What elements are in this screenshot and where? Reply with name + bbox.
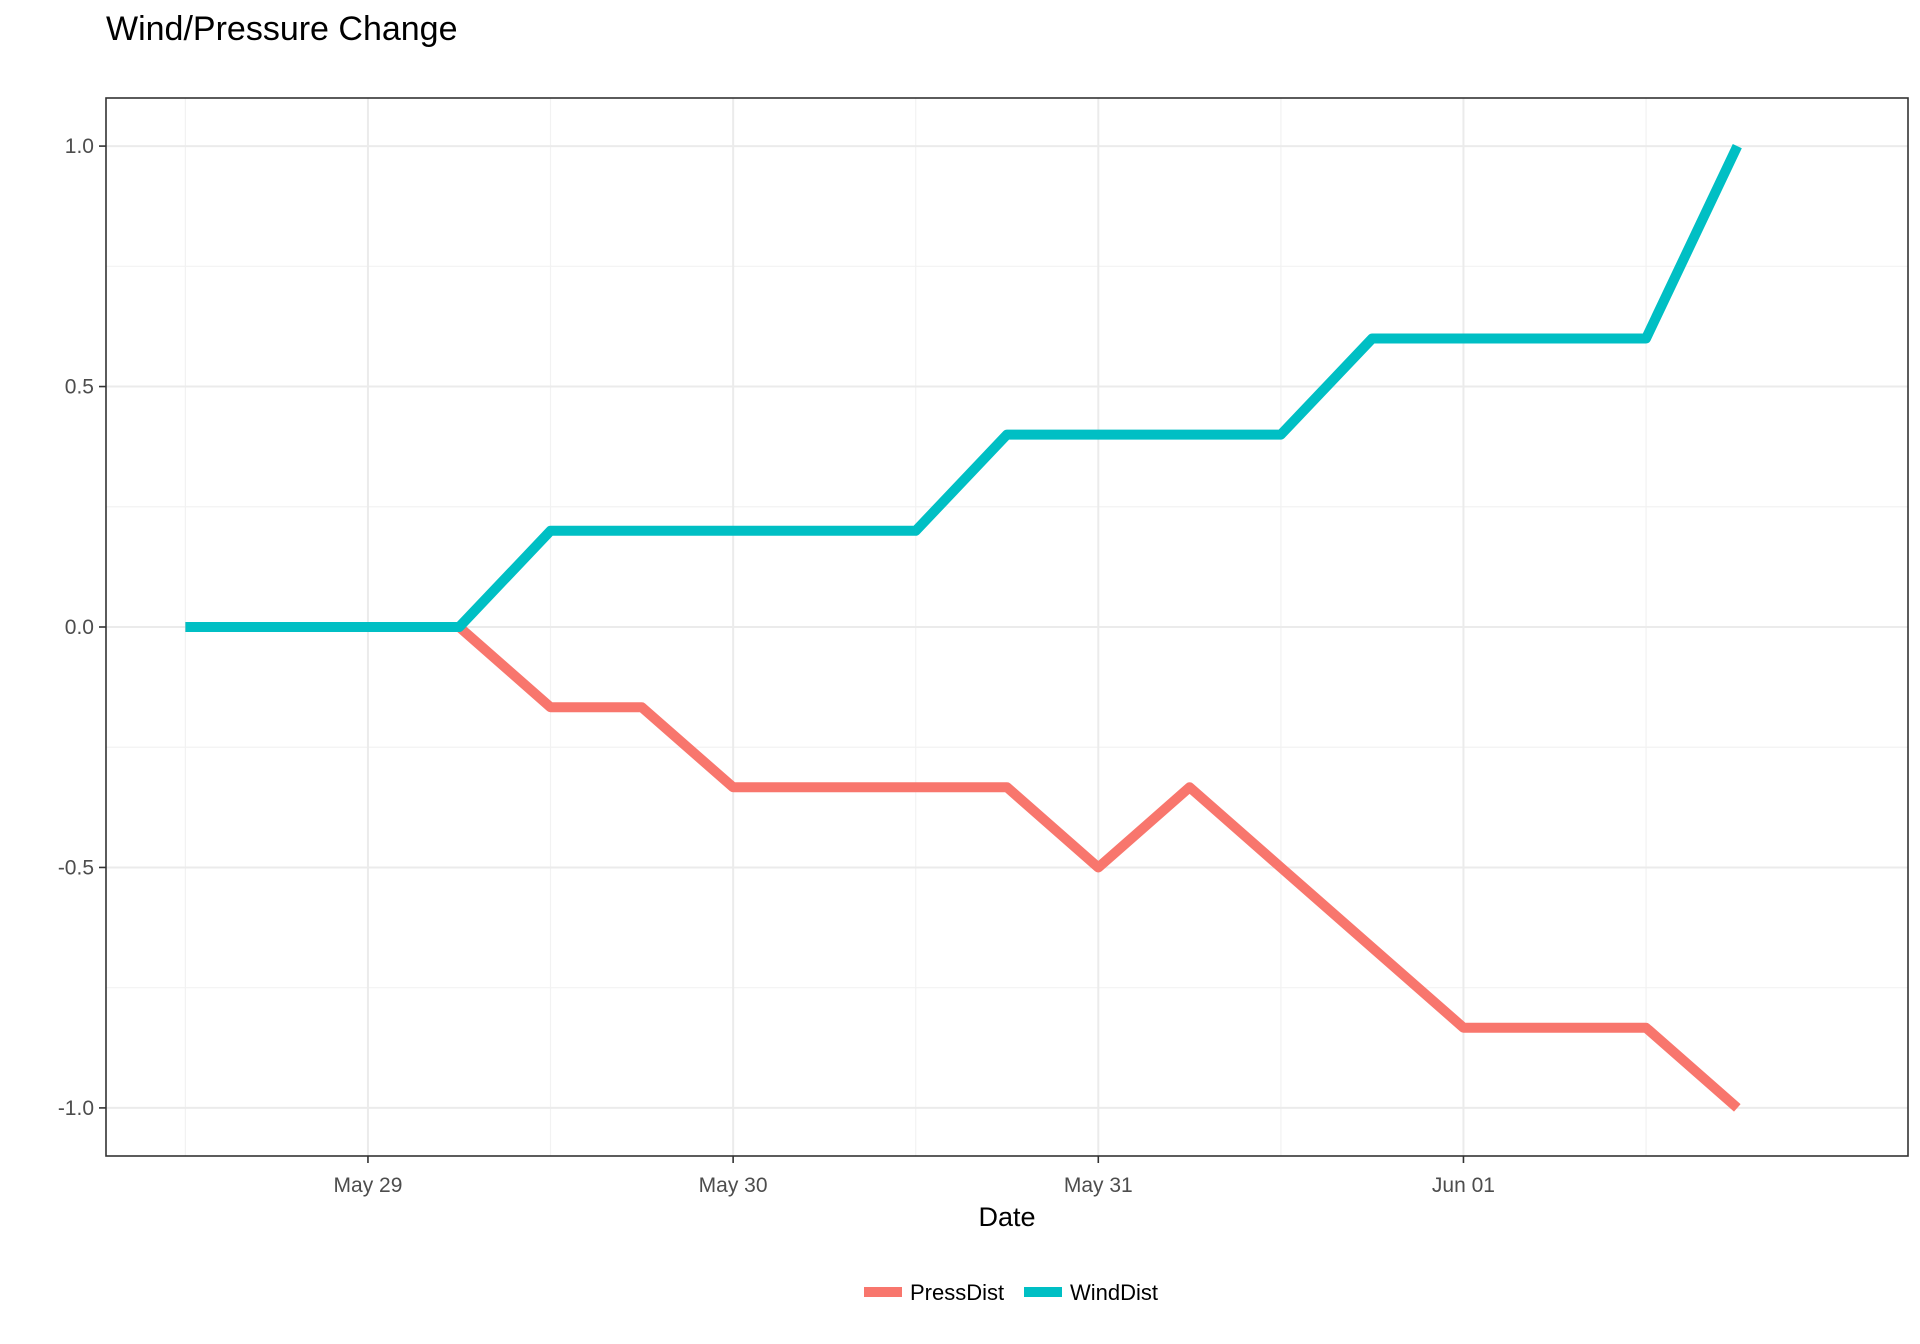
y-tick-label: 0.0 — [65, 616, 94, 639]
x-axis: May 29 May 30 May 31 Jun 01 — [334, 1156, 1495, 1197]
legend-label-winddist: WindDist — [1070, 1280, 1158, 1305]
x-tick-label: May 31 — [1064, 1174, 1133, 1197]
y-tick-label: 0.5 — [65, 376, 94, 399]
x-axis-title: Date — [978, 1202, 1035, 1232]
series-lines — [185, 143, 1742, 1112]
x-tick-label: May 30 — [699, 1174, 768, 1197]
legend-label-pressdist: PressDist — [910, 1280, 1004, 1305]
y-axis: -1.0 -0.5 0.0 0.5 1.0 — [58, 135, 106, 1120]
y-tick-label: -1.0 — [58, 1097, 94, 1120]
series-line-winddist — [185, 143, 1742, 632]
x-tick-label: May 29 — [334, 1174, 403, 1197]
chart-title: Wind/Pressure Change — [106, 10, 458, 48]
y-tick-label: 1.0 — [65, 135, 94, 158]
y-tick-label: -0.5 — [58, 856, 94, 879]
x-tick-label: Jun 01 — [1432, 1174, 1495, 1197]
legend: PressDist WindDist — [864, 1280, 1158, 1305]
